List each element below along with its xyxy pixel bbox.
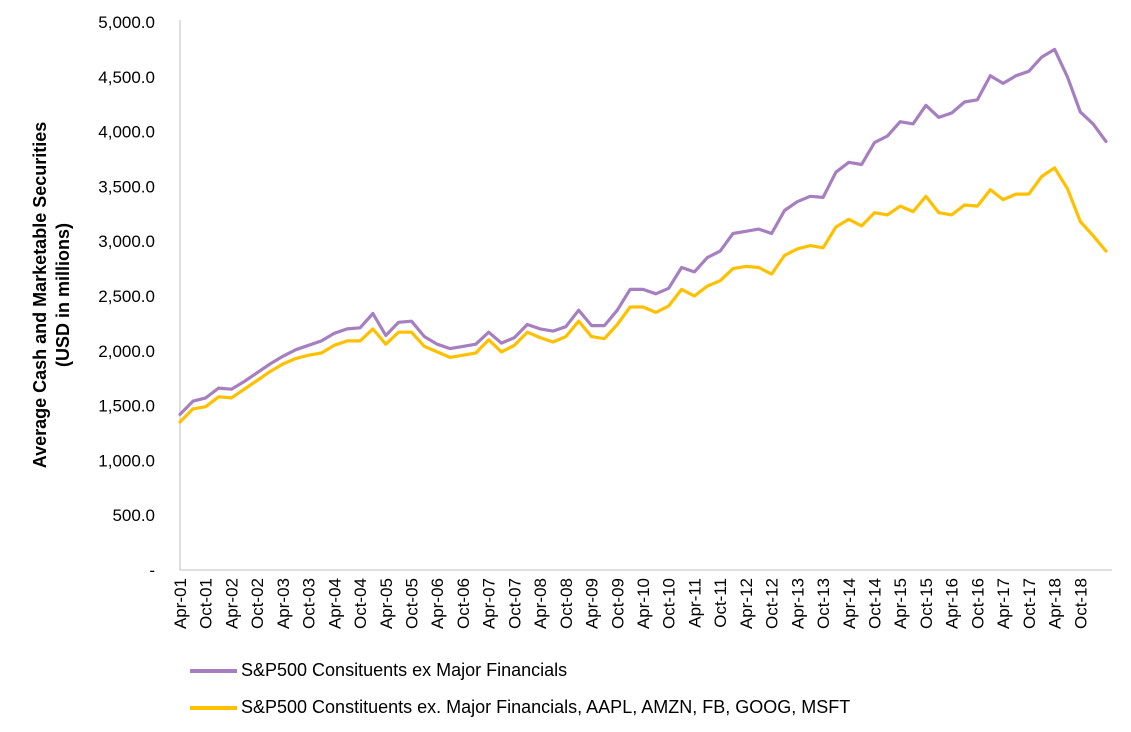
x-tick-label: Apr-17 [994,578,1013,629]
y-tick-label: - [149,561,155,580]
y-tick-label: 1,500.0 [98,397,155,416]
y-tick-label: 2,000.0 [98,342,155,361]
x-tick-label: Oct-01 [197,578,216,629]
legend-item-series-1: S&P500 Consituents ex Major Financials [190,652,850,689]
legend-swatch-series-1 [190,668,237,673]
y-axis-label-line-1: Average Cash and Marketable Securities [30,122,50,468]
x-tick-label: Oct-16 [968,578,987,629]
x-tick-label: Oct-12 [763,578,782,629]
x-tick-label: Oct-09 [608,578,627,629]
y-tick-label: 2,500.0 [98,287,155,306]
series-line-1 [178,47,1108,416]
y-axis-label: Average Cash and Marketable Securities (… [30,122,73,468]
x-tick-label: Oct-10 [660,578,679,629]
x-tick-label: Oct-08 [557,578,576,629]
x-tick-label: Apr-12 [737,578,756,629]
x-tick-label: Oct-15 [917,578,936,629]
x-tick-label: Apr-05 [377,578,396,629]
legend-item-series-2: S&P500 Constituents ex. Major Financials… [190,689,850,726]
y-tick-label: 3,000.0 [98,232,155,251]
x-tick-label: Apr-04 [325,578,344,629]
y-tick-label: 3,500.0 [98,177,155,196]
legend-label-series-1: S&P500 Consituents ex Major Financials [241,660,568,680]
y-axis-label-line-2: (USD in millions) [53,223,73,367]
x-tick-label: Apr-06 [428,578,447,629]
y-tick-label: 4,000.0 [98,123,155,142]
legend-swatch-series-2 [190,705,237,710]
y-tick-label: 4,500.0 [98,68,155,87]
x-axis-ticks: Apr-01 Oct-01 Apr-02 Oct-02 Apr-03 Oct-03 Apr-… [171,578,1090,629]
series-layer [178,47,1108,424]
x-tick-label: Apr-03 [274,578,293,629]
y-axis-ticks: - 500.0 1,000.0 1,500.0 2,000.0 2,500.0 3,000.… [98,13,155,580]
x-tick-label: Apr-11 [685,578,704,628]
x-tick-label: Apr-07 [480,578,499,629]
x-tick-label: Oct-07 [505,578,524,629]
x-tick-label: Oct-04 [351,578,370,629]
y-tick-label: 1,000.0 [98,451,155,470]
x-tick-label: Apr-13 [788,578,807,629]
x-tick-label: Apr-02 [222,578,241,629]
x-tick-label: Apr-10 [634,578,653,629]
x-tick-label: Oct-02 [248,578,267,629]
x-tick-label: Oct-14 [866,578,885,629]
x-tick-label: Apr-08 [531,578,550,629]
x-tick-label: Apr-15 [891,578,910,629]
legend-label-series-2: S&P500 Constituents ex. Major Financials… [241,697,851,717]
y-tick-label: 500.0 [112,506,155,525]
x-tick-label: Oct-11 [711,578,730,628]
x-tick-label: Apr-18 [1046,578,1065,629]
x-tick-label: Apr-14 [840,578,859,629]
x-tick-label: Oct-17 [1020,578,1039,629]
y-tick-label: 5,000.0 [98,13,155,32]
line-chart: Average Cash and Marketable Securities (… [30,13,1112,629]
x-tick-label: Oct-06 [454,578,473,629]
series-line-2 [178,166,1108,424]
x-tick-label: Oct-05 [403,578,422,629]
x-tick-label: Apr-09 [583,578,602,629]
x-tick-label: Oct-03 [300,578,319,629]
x-tick-label: Apr-01 [171,578,190,629]
x-tick-label: Apr-16 [943,578,962,629]
x-tick-label: Oct-13 [814,578,833,629]
axes [179,20,1112,571]
x-tick-label: Oct-18 [1071,578,1090,629]
legend: S&P500 Consituents ex Major Financials S… [190,652,850,726]
